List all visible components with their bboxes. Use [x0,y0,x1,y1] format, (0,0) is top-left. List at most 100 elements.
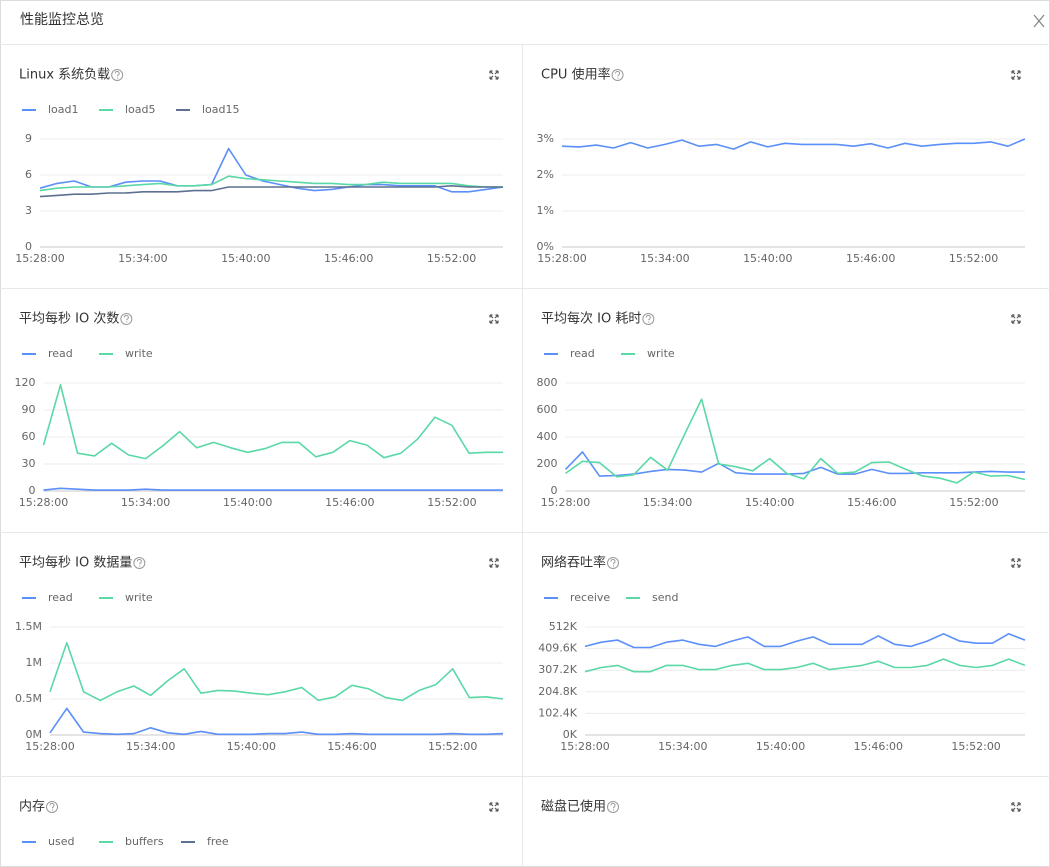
series-line [43,487,503,491]
y-tick-label: 120 [15,376,36,389]
help-icon[interactable] [611,69,624,81]
close-button[interactable] [1033,14,1045,28]
x-tick-label: 15:46:00 [847,496,896,509]
x-tick-label: 15:52:00 [427,496,476,509]
x-tick-label: 15:46:00 [325,496,374,509]
help-circle [611,69,624,81]
help-dot [117,77,119,79]
y-tick-label: 0 [29,484,36,497]
x-tick-label: 15:34:00 [118,252,167,265]
y-tick-label: 9 [25,132,32,145]
chart-title: 内存 [19,799,45,815]
expand-icon[interactable] [1011,558,1021,568]
help-glyph [615,70,621,77]
y-tick-label: 0M [26,728,43,741]
legend-label: read [48,591,73,604]
expand-glyph [1011,70,1021,80]
help-circle [642,313,655,325]
legend-label: load1 [48,103,79,116]
legend-label: used [48,835,74,848]
help-icon[interactable] [133,557,146,569]
x-tick-label: 15:40:00 [223,496,272,509]
y-tick-label: 60 [22,430,36,443]
help-dot [617,77,619,79]
y-tick-label: 307.2K [538,663,577,676]
expand-glyph [489,558,499,568]
help-icon[interactable] [120,313,133,325]
help-circle [607,801,620,813]
help-glyph [123,314,129,321]
help-icon[interactable] [607,801,620,813]
legend-label: send [652,591,678,604]
help-glyph [610,558,616,565]
y-tick-label: 6 [25,168,32,181]
y-tick-label: 102.4K [538,706,577,719]
legend-label: read [570,347,595,360]
expand-glyph [489,70,499,80]
x-tick-label: 15:34:00 [640,252,689,265]
chart-title: CPU 使用率 [541,67,611,83]
x-tick-label: 15:52:00 [949,252,998,265]
help-dot [51,809,54,811]
help-glyph [49,802,55,809]
help-icon[interactable] [46,801,59,813]
x-tick-label: 15:40:00 [227,740,276,753]
x-tick-label: 15:34:00 [126,740,175,753]
chart-title: Linux 系统负载 [19,68,110,83]
y-tick-label: 200 [537,457,558,470]
y-tick-label: 1M [26,656,43,669]
expand-icon[interactable] [489,802,499,812]
x-tick-label: 15:52:00 [949,496,998,509]
y-tick-label: 2% [537,168,554,181]
y-tick-label: 30 [22,457,36,470]
expand-glyph [489,314,499,324]
expand-icon[interactable] [1011,70,1021,80]
x-tick-label: 15:34:00 [643,496,692,509]
help-circle [46,801,59,813]
x-tick-label: 15:40:00 [745,496,794,509]
help-dot [139,565,141,567]
y-tick-label: 3% [537,132,554,145]
expand-glyph [1011,802,1021,812]
x-tick-label: 15:40:00 [756,740,805,753]
x-tick-label: 15:28:00 [537,252,586,265]
expand-icon[interactable] [1011,802,1021,812]
legend-label: load5 [125,103,156,116]
help-icon[interactable] [607,557,620,569]
expand-icon[interactable] [1011,314,1021,324]
x-tick-label: 15:40:00 [221,252,270,265]
expand-glyph [1011,314,1021,324]
y-tick-label: 409.6K [538,642,577,655]
legend-label: load15 [202,103,240,116]
expand-icon[interactable] [489,558,499,568]
x-tick-label: 15:46:00 [327,740,376,753]
legend-label: buffers [125,835,164,848]
help-icon[interactable] [642,313,655,325]
expand-glyph [1011,558,1021,568]
legend-label: write [125,591,153,604]
help-circle [120,313,133,325]
y-tick-label: 800 [537,376,558,389]
legend-label: write [125,347,153,360]
chart-title: 平均每次 IO 耗时 [541,311,641,327]
x-tick-label: 15:28:00 [15,252,64,265]
expand-icon[interactable] [489,314,499,324]
page-title: 性能监控总览 [20,12,104,28]
legend-label: write [647,347,675,360]
help-glyph [136,558,142,565]
help-dot [612,809,615,811]
series-line [39,175,503,192]
series-line [584,658,1026,673]
x-tick-label: 15:52:00 [951,740,1000,753]
legend-label: free [207,835,229,848]
help-icon[interactable] [111,69,124,81]
chart-title: 网络吞吐率 [541,555,606,571]
expand-icon[interactable] [489,70,499,80]
help-circle [607,557,620,569]
x-tick-label: 15:28:00 [541,496,590,509]
y-tick-label: 0.5M [15,692,42,705]
x-tick-label: 15:34:00 [121,496,170,509]
help-dot [612,565,615,567]
y-tick-label: 400 [537,430,558,443]
legend-label: receive [570,591,610,604]
